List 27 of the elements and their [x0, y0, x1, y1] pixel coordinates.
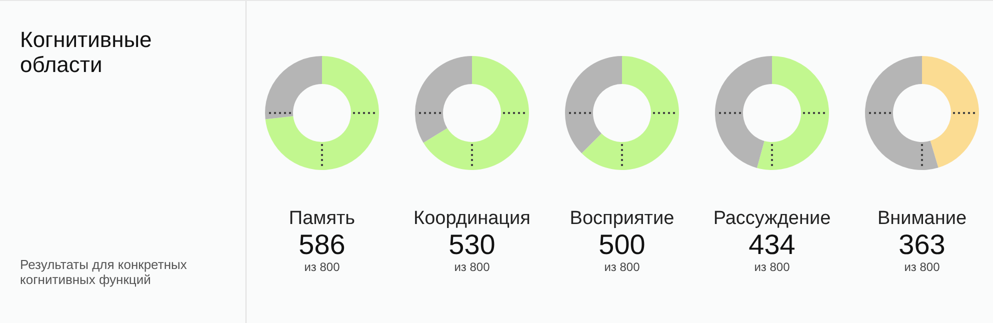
data-label: 530 [448, 229, 496, 260]
donut-slice [265, 56, 322, 120]
text: Память [288, 208, 356, 229]
text: Внимание [877, 208, 967, 229]
text: Рассуждение [713, 208, 831, 229]
data-label: 500 [598, 229, 646, 260]
donut-slice [265, 56, 379, 170]
text: из 800 [904, 260, 940, 274]
data-label: 434 [748, 229, 796, 260]
text: из 800 [304, 260, 340, 274]
text: Координация [414, 208, 530, 229]
donut-slice [756, 56, 829, 170]
donut-slice [922, 56, 979, 168]
donut-slice [865, 56, 938, 170]
data-label: 363 [898, 229, 946, 260]
data-label: 586 [298, 229, 346, 260]
text: из 800 [754, 260, 790, 274]
text: из 800 [604, 260, 640, 274]
text: Результаты для конкретных когнитивных функций [20, 257, 188, 287]
donut-slice [565, 56, 622, 154]
donut-slice [582, 56, 679, 170]
donut-slice [415, 56, 472, 143]
text: из 800 [454, 260, 490, 274]
text: Когнитивные области [20, 27, 152, 77]
donut-slice [423, 56, 529, 170]
donut-slice [715, 56, 772, 168]
text: Восприятие [570, 208, 674, 229]
